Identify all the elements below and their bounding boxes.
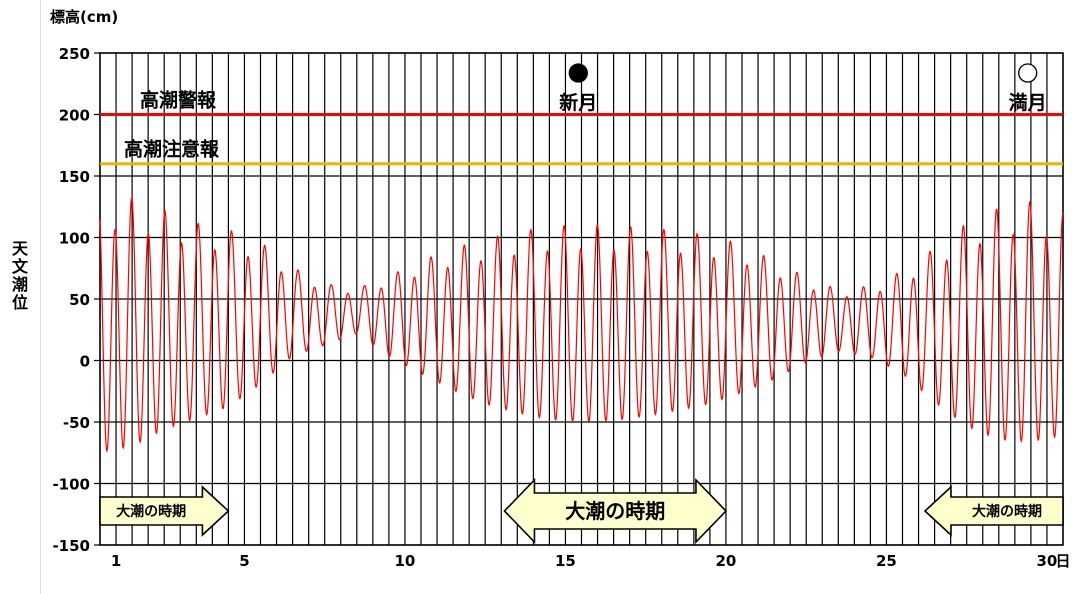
- spring-tide-arrow: [99, 485, 230, 537]
- moon-phase-label: 満月: [1009, 92, 1047, 114]
- y-tick-label: 0: [80, 353, 90, 371]
- x-tick-label: 1: [111, 552, 121, 570]
- spring-tide-label: 大潮の時期: [116, 503, 186, 520]
- y-axis-label: 天文潮位: [9, 240, 28, 312]
- spring-tide-arrow: [503, 478, 728, 544]
- y-tick-label: 200: [59, 107, 90, 125]
- y-tick-label: 250: [59, 45, 90, 63]
- spring-tide-label: 大潮の時期: [565, 499, 665, 523]
- left-border: [40, 0, 41, 594]
- x-tick-label: 20: [716, 552, 737, 570]
- spring-tide-label: 大潮の時期: [972, 503, 1042, 520]
- y-tick-label: -100: [52, 476, 90, 494]
- y-tick-label: 100: [59, 230, 90, 248]
- x-tick-label: 25: [876, 552, 897, 570]
- y-tick-label: 150: [59, 168, 90, 186]
- x-tick-label: 30: [1037, 552, 1058, 570]
- plot-frame: [99, 52, 1064, 546]
- new-moon-icon: [568, 63, 588, 83]
- reference-line-label: 高潮警報: [140, 89, 217, 112]
- x-axis-unit: 日: [1055, 552, 1070, 570]
- reference-line-label: 高潮注意報: [124, 138, 220, 161]
- full-moon-icon: [1018, 63, 1038, 83]
- moon-phase-label: 新月: [559, 91, 597, 114]
- y-tick-label: -50: [63, 414, 90, 432]
- x-tick-label: 10: [395, 552, 416, 570]
- x-tick-label: 5: [239, 552, 249, 570]
- spring-tide-arrow: [923, 485, 1064, 537]
- y-tick-label: 50: [69, 291, 90, 309]
- x-tick-label: 15: [555, 552, 576, 570]
- y-tick-label: -150: [52, 537, 90, 555]
- y-axis-unit-label: 標高(cm): [50, 8, 119, 26]
- tide-curve: [99, 195, 1064, 453]
